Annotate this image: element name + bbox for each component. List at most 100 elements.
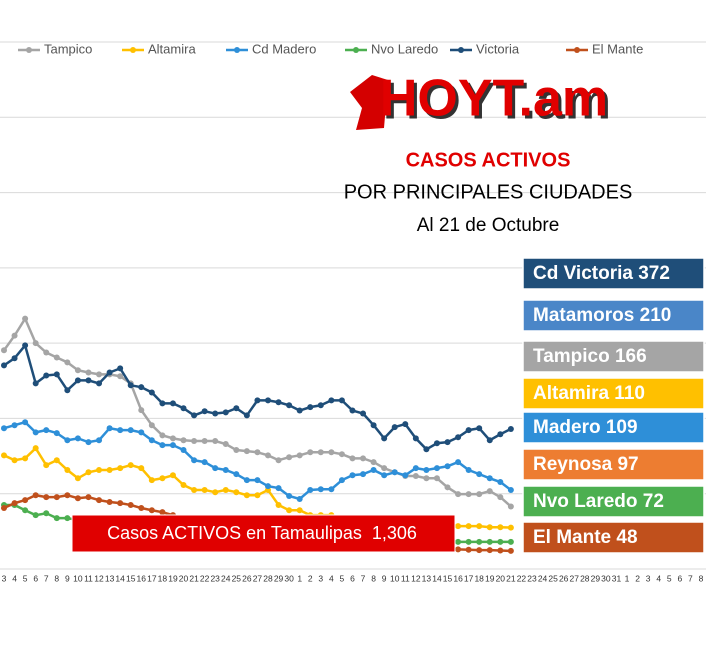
series-point: [138, 384, 145, 391]
series-point: [32, 429, 39, 436]
series-point: [233, 489, 240, 496]
series-point: [138, 429, 145, 436]
x-tick-label: 9: [382, 573, 387, 583]
series-point: [201, 438, 208, 445]
x-tick-label: 8: [371, 573, 376, 583]
series-point: [11, 457, 18, 464]
city-box: [522, 448, 705, 481]
x-tick-label: 2: [308, 573, 313, 583]
series-point: [96, 437, 103, 444]
series-point: [159, 442, 166, 449]
x-tick-label: 10: [73, 573, 83, 583]
series-point: [148, 422, 155, 429]
x-tick-label: 13: [105, 573, 115, 583]
series-point: [412, 465, 419, 472]
series-point: [338, 397, 345, 404]
series-point: [455, 434, 462, 441]
x-tick-label: 5: [667, 573, 672, 583]
x-tick-label: 19: [485, 573, 495, 583]
series-point: [43, 494, 50, 501]
series-point: [476, 538, 483, 545]
legend-label: Altamira: [148, 41, 196, 56]
series-point: [476, 491, 483, 498]
x-tick-label: 24: [538, 573, 548, 583]
x-tick-label: 15: [126, 573, 136, 583]
series-point: [169, 472, 176, 479]
series-point: [53, 457, 60, 464]
series-point: [117, 500, 124, 507]
series-point: [212, 410, 219, 417]
series-point: [286, 402, 293, 409]
series-point: [275, 502, 282, 509]
city-box-label: Nvo Laredo 72: [533, 491, 664, 512]
x-tick-label: 22: [200, 573, 210, 583]
series-point: [22, 342, 29, 349]
x-tick-label: 11: [401, 573, 410, 583]
x-tick-label: 26: [242, 573, 252, 583]
x-tick-label: 7: [688, 573, 693, 583]
series-point: [22, 507, 29, 514]
series-point: [486, 488, 493, 495]
x-tick-label: 31: [612, 573, 622, 583]
series-point: [465, 538, 472, 545]
series-point: [317, 486, 324, 493]
series-point: [360, 471, 367, 478]
x-tick-label: 16: [137, 573, 147, 583]
logo: HOYT.am HOYT.am: [350, 70, 611, 131]
series-point: [106, 498, 113, 505]
series-point: [349, 455, 356, 462]
series-point: [212, 438, 219, 445]
series-point: [191, 457, 198, 464]
x-tick-label: 17: [147, 573, 157, 583]
x-tick-label: 10: [390, 573, 400, 583]
x-tick-label: 12: [94, 573, 104, 583]
series-point: [74, 475, 81, 482]
legend-swatch-dot: [574, 47, 580, 53]
series-point: [243, 492, 250, 499]
x-tick-label: 29: [591, 573, 601, 583]
city-boxes: Cd Victoria 372 Matamoros 210 Tampico 166 A…: [522, 257, 705, 554]
series-point: [43, 372, 50, 379]
series-point: [191, 438, 198, 445]
x-tick-label: 27: [570, 573, 580, 583]
series-line: [3, 420, 512, 501]
x-tick-label: 30: [284, 573, 294, 583]
x-tick-label: 13: [422, 573, 432, 583]
series-point: [360, 455, 367, 462]
series-point: [465, 466, 472, 473]
series-point: [444, 463, 451, 470]
series-point: [381, 472, 388, 479]
series-point: [117, 373, 124, 380]
x-tick-label: 19: [168, 573, 178, 583]
series-point: [433, 475, 440, 482]
series-point: [32, 512, 39, 519]
legend-label: Nvo Laredo: [371, 41, 438, 56]
x-tick-label: 4: [12, 573, 17, 583]
series-point: [233, 471, 240, 478]
series-point: [328, 449, 335, 456]
series-point: [127, 462, 134, 469]
x-tick-label: 21: [189, 573, 199, 583]
series-point: [423, 475, 430, 482]
x-tick-label: 11: [84, 573, 93, 583]
series-point: [127, 502, 134, 509]
series-point: [465, 427, 472, 434]
x-tick-label: 6: [33, 573, 38, 583]
series-point: [444, 439, 451, 446]
series-point: [476, 523, 483, 530]
series-point: [507, 538, 514, 545]
series-point: [486, 524, 493, 531]
series-point: [433, 440, 440, 447]
series-point: [455, 523, 462, 530]
series-point: [85, 439, 92, 446]
series-point: [433, 465, 440, 472]
x-tick-label: 4: [329, 573, 334, 583]
x-tick-label: 25: [232, 573, 242, 583]
series-point: [476, 425, 483, 432]
series-point: [159, 432, 166, 439]
series-point: [64, 466, 71, 473]
series-point: [370, 459, 377, 466]
series-point: [233, 447, 240, 454]
series-point: [64, 492, 71, 499]
